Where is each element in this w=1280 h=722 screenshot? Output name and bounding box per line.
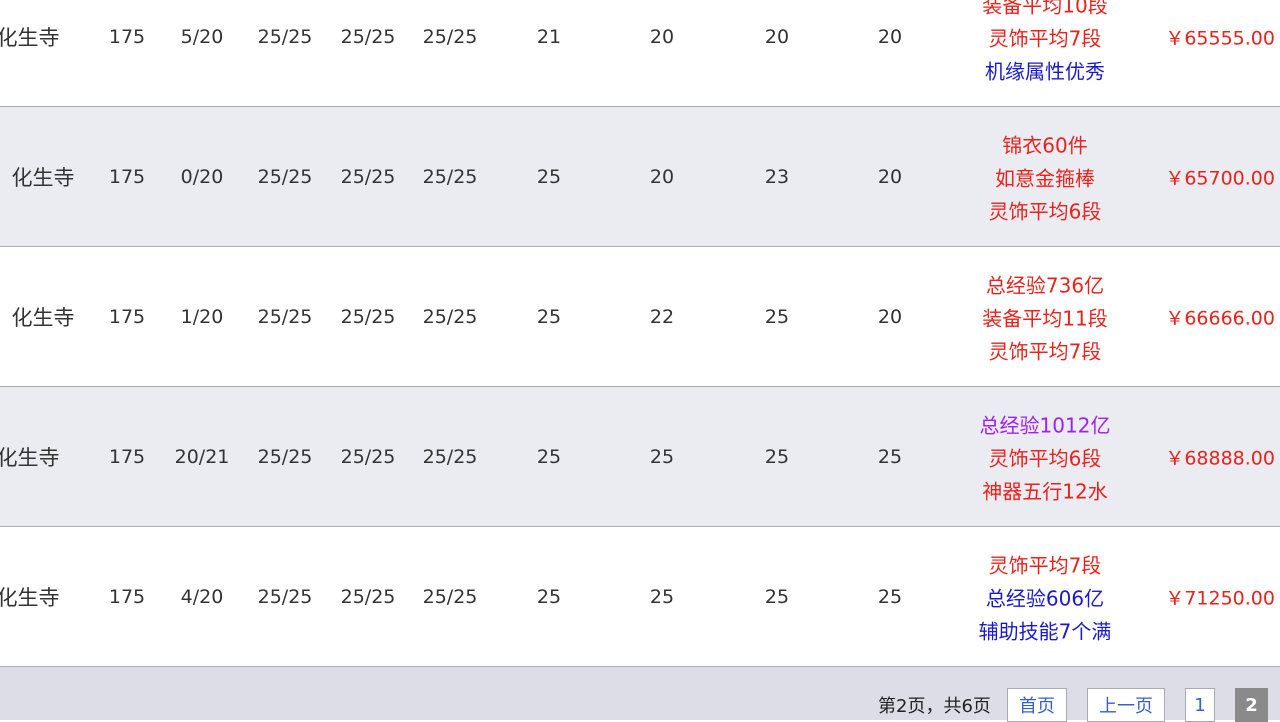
value-cell: 20: [649, 26, 675, 48]
value-cell: 25: [764, 446, 790, 468]
level-cell: 175: [108, 26, 146, 48]
note-line: 锦衣60件: [1002, 133, 1088, 158]
page-summary: 第2页，共6页: [878, 696, 991, 717]
value-cell: 25: [877, 586, 903, 608]
value-cell: 20: [877, 306, 903, 328]
stat-cell: 0/20: [180, 166, 224, 188]
school-cell: 化生寺: [11, 166, 75, 190]
note-line: 总经验736亿: [985, 273, 1105, 298]
value-cell: 25: [877, 446, 903, 468]
price-cell: ￥66666.00: [1165, 307, 1275, 330]
table-row: 化生寺 175 4/20 25/25 25/25 25/25 25 25 25 25 灵饰平均7段总…: [0, 527, 1280, 667]
value-cell: 25: [764, 586, 790, 608]
value-cell: 22: [649, 306, 675, 328]
page-button[interactable]: 2: [1235, 688, 1268, 722]
note-line: 灵饰平均7段: [988, 26, 1102, 51]
note-line: 辅助技能7个满: [978, 619, 1112, 644]
level-cell: 175: [108, 586, 146, 608]
school-cell: 化生寺: [0, 446, 60, 470]
value-cell: 20: [649, 166, 675, 188]
school-cell: 化生寺: [0, 586, 60, 610]
stat-cell: 25/25: [257, 26, 313, 48]
price-cell: ￥68888.00: [1165, 447, 1275, 470]
stat-cell: 25/25: [257, 166, 313, 188]
stat-cell: 25/25: [422, 446, 478, 468]
school-cell: 化生寺: [0, 26, 60, 50]
table-row: 化生寺 175 1/20 25/25 25/25 25/25 25 22 25 20 总经验736亿…: [0, 247, 1280, 387]
table-row: 化生寺 175 0/20 25/25 25/25 25/25 25 20 23 20 锦衣60件如意…: [0, 107, 1280, 247]
price-cell: ￥65555.00: [1165, 27, 1275, 50]
value-cell: 25: [536, 446, 562, 468]
stat-cell: 25/25: [340, 446, 396, 468]
stat-cell: 25/25: [422, 306, 478, 328]
note-line: 神器五行12水: [982, 479, 1108, 504]
price-cell: ￥65700.00: [1165, 167, 1275, 190]
stat-cell: 25/25: [422, 26, 478, 48]
stat-cell: 25/25: [257, 306, 313, 328]
note-line: 装备平均11段: [982, 306, 1108, 331]
level-cell: 175: [108, 166, 146, 188]
value-cell: 25: [536, 586, 562, 608]
stat-cell: 25/25: [340, 306, 396, 328]
stat-cell: 25/25: [340, 586, 396, 608]
stat-cell: 25/25: [257, 446, 313, 468]
school-cell: 化生寺: [11, 306, 75, 330]
note-line: 灵饰平均7段: [988, 553, 1102, 578]
note-line: 灵饰平均6段: [988, 199, 1102, 224]
stat-cell: 25/25: [340, 166, 396, 188]
note-line: 灵饰平均7段: [988, 339, 1102, 364]
page-button[interactable]: 首页: [1007, 688, 1067, 722]
table-row: 化生寺 175 20/21 25/25 25/25 25/25 25 25 25 25 总经验101…: [0, 387, 1280, 527]
value-cell: 25: [536, 306, 562, 328]
stat-cell: 25/25: [257, 586, 313, 608]
value-cell: 25: [649, 586, 675, 608]
note-line: 总经验606亿: [985, 586, 1105, 611]
page-button[interactable]: 1: [1185, 688, 1215, 722]
level-cell: 175: [108, 306, 146, 328]
price-cell: ￥71250.00: [1165, 587, 1275, 610]
value-cell: 20: [877, 166, 903, 188]
level-cell: 175: [108, 446, 146, 468]
note-line: 总经验1012亿: [979, 413, 1111, 438]
stat-cell: 25/25: [422, 166, 478, 188]
value-cell: 21: [536, 26, 562, 48]
value-cell: 23: [764, 166, 790, 188]
value-cell: 25: [536, 166, 562, 188]
page-button[interactable]: 上一页: [1087, 688, 1165, 722]
value-cell: 20: [764, 26, 790, 48]
value-cell: 25: [764, 306, 790, 328]
table-row: 化生寺 175 5/20 25/25 25/25 25/25 21 20 20 20 装备平均10段…: [0, 0, 1280, 107]
stat-cell: 25/25: [422, 586, 478, 608]
note-line: 灵饰平均6段: [988, 446, 1102, 471]
value-cell: 20: [877, 26, 903, 48]
stat-cell: 5/20: [180, 26, 224, 48]
stat-cell: 20/21: [174, 446, 230, 468]
stat-cell: 1/20: [180, 306, 224, 328]
note-line: 装备平均10段: [982, 0, 1108, 18]
stat-cell: 25/25: [340, 26, 396, 48]
stat-cell: 4/20: [180, 586, 224, 608]
value-cell: 25: [649, 446, 675, 468]
note-line: 如意金箍棒: [995, 166, 1095, 191]
note-line: 机缘属性优秀: [985, 59, 1105, 84]
